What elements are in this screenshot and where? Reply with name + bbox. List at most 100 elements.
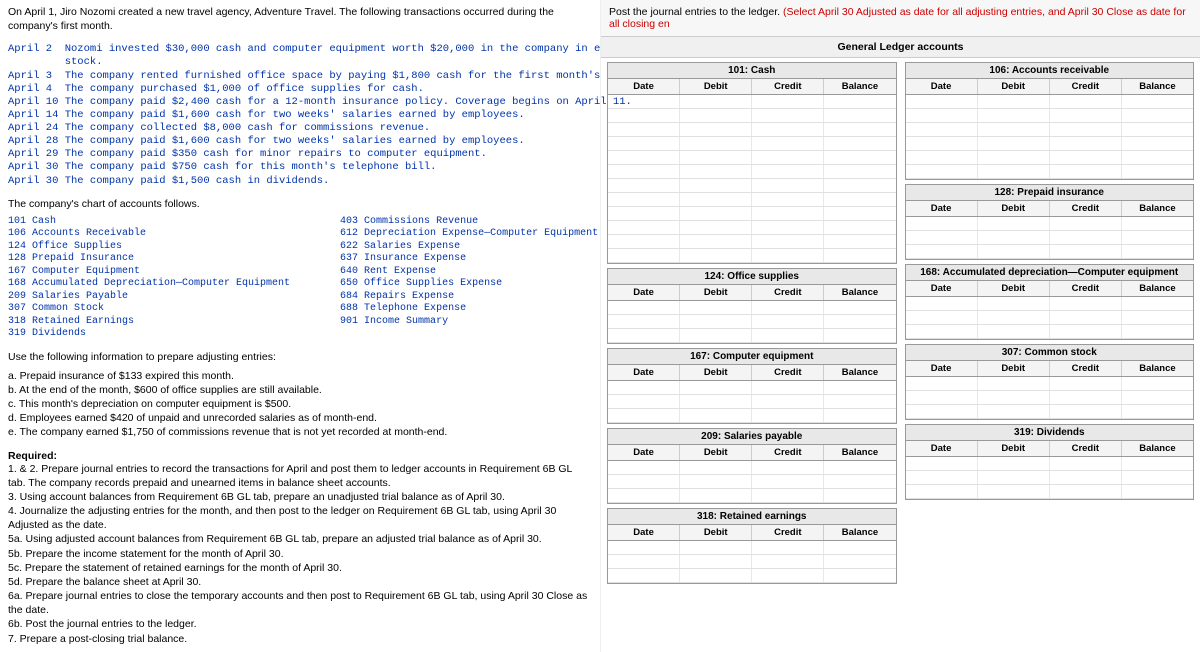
ledger-cell[interactable] <box>1050 217 1122 230</box>
ledger-cell[interactable] <box>824 151 895 164</box>
ledger-cell[interactable] <box>752 381 824 394</box>
ledger-cell[interactable] <box>978 325 1050 338</box>
ledger-cell[interactable] <box>752 301 824 314</box>
ledger-cell[interactable] <box>608 489 680 502</box>
ledger-cell[interactable] <box>906 311 978 324</box>
ledger-cell[interactable] <box>608 179 680 192</box>
ledger-cell[interactable] <box>752 409 824 422</box>
ledger-cell[interactable] <box>1050 109 1122 122</box>
ledger-cell[interactable] <box>1122 405 1193 418</box>
ledger-row[interactable] <box>906 311 1194 325</box>
ledger-cell[interactable] <box>824 461 895 474</box>
ledger-cell[interactable] <box>1050 457 1122 470</box>
ledger-cell[interactable] <box>978 217 1050 230</box>
ledger-cell[interactable] <box>608 207 680 220</box>
ledger-cell[interactable] <box>978 471 1050 484</box>
ledger-cell[interactable] <box>752 179 824 192</box>
ledger-row[interactable] <box>608 461 896 475</box>
ledger-cell[interactable] <box>978 123 1050 136</box>
ledger-cell[interactable] <box>1122 109 1193 122</box>
ledger-cell[interactable] <box>1122 377 1193 390</box>
ledger-cell[interactable] <box>906 485 978 498</box>
ledger-cell[interactable] <box>906 137 978 150</box>
ledger-cell[interactable] <box>608 555 680 568</box>
ledger-cell[interactable] <box>752 207 824 220</box>
ledger-cell[interactable] <box>906 231 978 244</box>
ledger-row[interactable] <box>608 395 896 409</box>
ledger-row[interactable] <box>608 569 896 583</box>
ledger-cell[interactable] <box>752 315 824 328</box>
ledger-cell[interactable] <box>906 457 978 470</box>
ledger-cell[interactable] <box>824 541 895 554</box>
ledger-cell[interactable] <box>680 165 752 178</box>
ledger-cell[interactable] <box>608 249 680 262</box>
ledger-cell[interactable] <box>752 555 824 568</box>
ledger-cell[interactable] <box>1050 151 1122 164</box>
ledger-row[interactable] <box>608 329 896 343</box>
ledger-cell[interactable] <box>1050 231 1122 244</box>
ledger-row[interactable] <box>906 123 1194 137</box>
ledger-cell[interactable] <box>1050 471 1122 484</box>
ledger-cell[interactable] <box>1122 151 1193 164</box>
ledger-cell[interactable] <box>1050 245 1122 258</box>
ledger-cell[interactable] <box>680 569 752 582</box>
ledger-row[interactable] <box>906 391 1194 405</box>
ledger-cell[interactable] <box>1122 457 1193 470</box>
ledger-cell[interactable] <box>608 315 680 328</box>
ledger-cell[interactable] <box>978 109 1050 122</box>
ledger-row[interactable] <box>608 235 896 249</box>
ledger-cell[interactable] <box>824 207 895 220</box>
ledger-row[interactable] <box>906 485 1194 499</box>
ledger-cell[interactable] <box>752 123 824 136</box>
ledger-cell[interactable] <box>608 165 680 178</box>
ledger-cell[interactable] <box>752 235 824 248</box>
ledger-cell[interactable] <box>1122 137 1193 150</box>
ledger-cell[interactable] <box>978 165 1050 178</box>
ledger-cell[interactable] <box>1122 217 1193 230</box>
ledger-cell[interactable] <box>1050 165 1122 178</box>
ledger-cell[interactable] <box>752 461 824 474</box>
ledger-cell[interactable] <box>1122 471 1193 484</box>
ledger-row[interactable] <box>608 541 896 555</box>
ledger-cell[interactable] <box>906 377 978 390</box>
ledger-cell[interactable] <box>978 405 1050 418</box>
ledger-cell[interactable] <box>978 245 1050 258</box>
ledger-cell[interactable] <box>752 137 824 150</box>
ledger-cell[interactable] <box>824 555 895 568</box>
ledger-cell[interactable] <box>978 391 1050 404</box>
ledger-cell[interactable] <box>1050 311 1122 324</box>
ledger-cell[interactable] <box>1050 325 1122 338</box>
ledger-cell[interactable] <box>680 329 752 342</box>
ledger-cell[interactable] <box>680 193 752 206</box>
ledger-cell[interactable] <box>752 475 824 488</box>
ledger-cell[interactable] <box>1122 245 1193 258</box>
ledger-row[interactable] <box>608 151 896 165</box>
ledger-row[interactable] <box>906 151 1194 165</box>
ledger-row[interactable] <box>608 301 896 315</box>
ledger-cell[interactable] <box>906 471 978 484</box>
ledger-cell[interactable] <box>906 405 978 418</box>
ledger-cell[interactable] <box>680 221 752 234</box>
ledger-cell[interactable] <box>680 235 752 248</box>
ledger-row[interactable] <box>906 109 1194 123</box>
ledger-cell[interactable] <box>680 555 752 568</box>
ledger-cell[interactable] <box>824 489 895 502</box>
ledger-cell[interactable] <box>824 179 895 192</box>
ledger-cell[interactable] <box>680 249 752 262</box>
ledger-cell[interactable] <box>680 109 752 122</box>
ledger-row[interactable] <box>906 457 1194 471</box>
ledger-cell[interactable] <box>608 409 680 422</box>
ledger-cell[interactable] <box>906 95 978 108</box>
ledger-row[interactable] <box>608 193 896 207</box>
ledger-cell[interactable] <box>608 95 680 108</box>
ledger-cell[interactable] <box>1122 231 1193 244</box>
ledger-cell[interactable] <box>906 165 978 178</box>
ledger-cell[interactable] <box>906 245 978 258</box>
ledger-cell[interactable] <box>906 325 978 338</box>
ledger-cell[interactable] <box>978 137 1050 150</box>
ledger-cell[interactable] <box>752 151 824 164</box>
ledger-row[interactable] <box>608 409 896 423</box>
ledger-cell[interactable] <box>680 301 752 314</box>
ledger-cell[interactable] <box>608 123 680 136</box>
ledger-cell[interactable] <box>1050 391 1122 404</box>
